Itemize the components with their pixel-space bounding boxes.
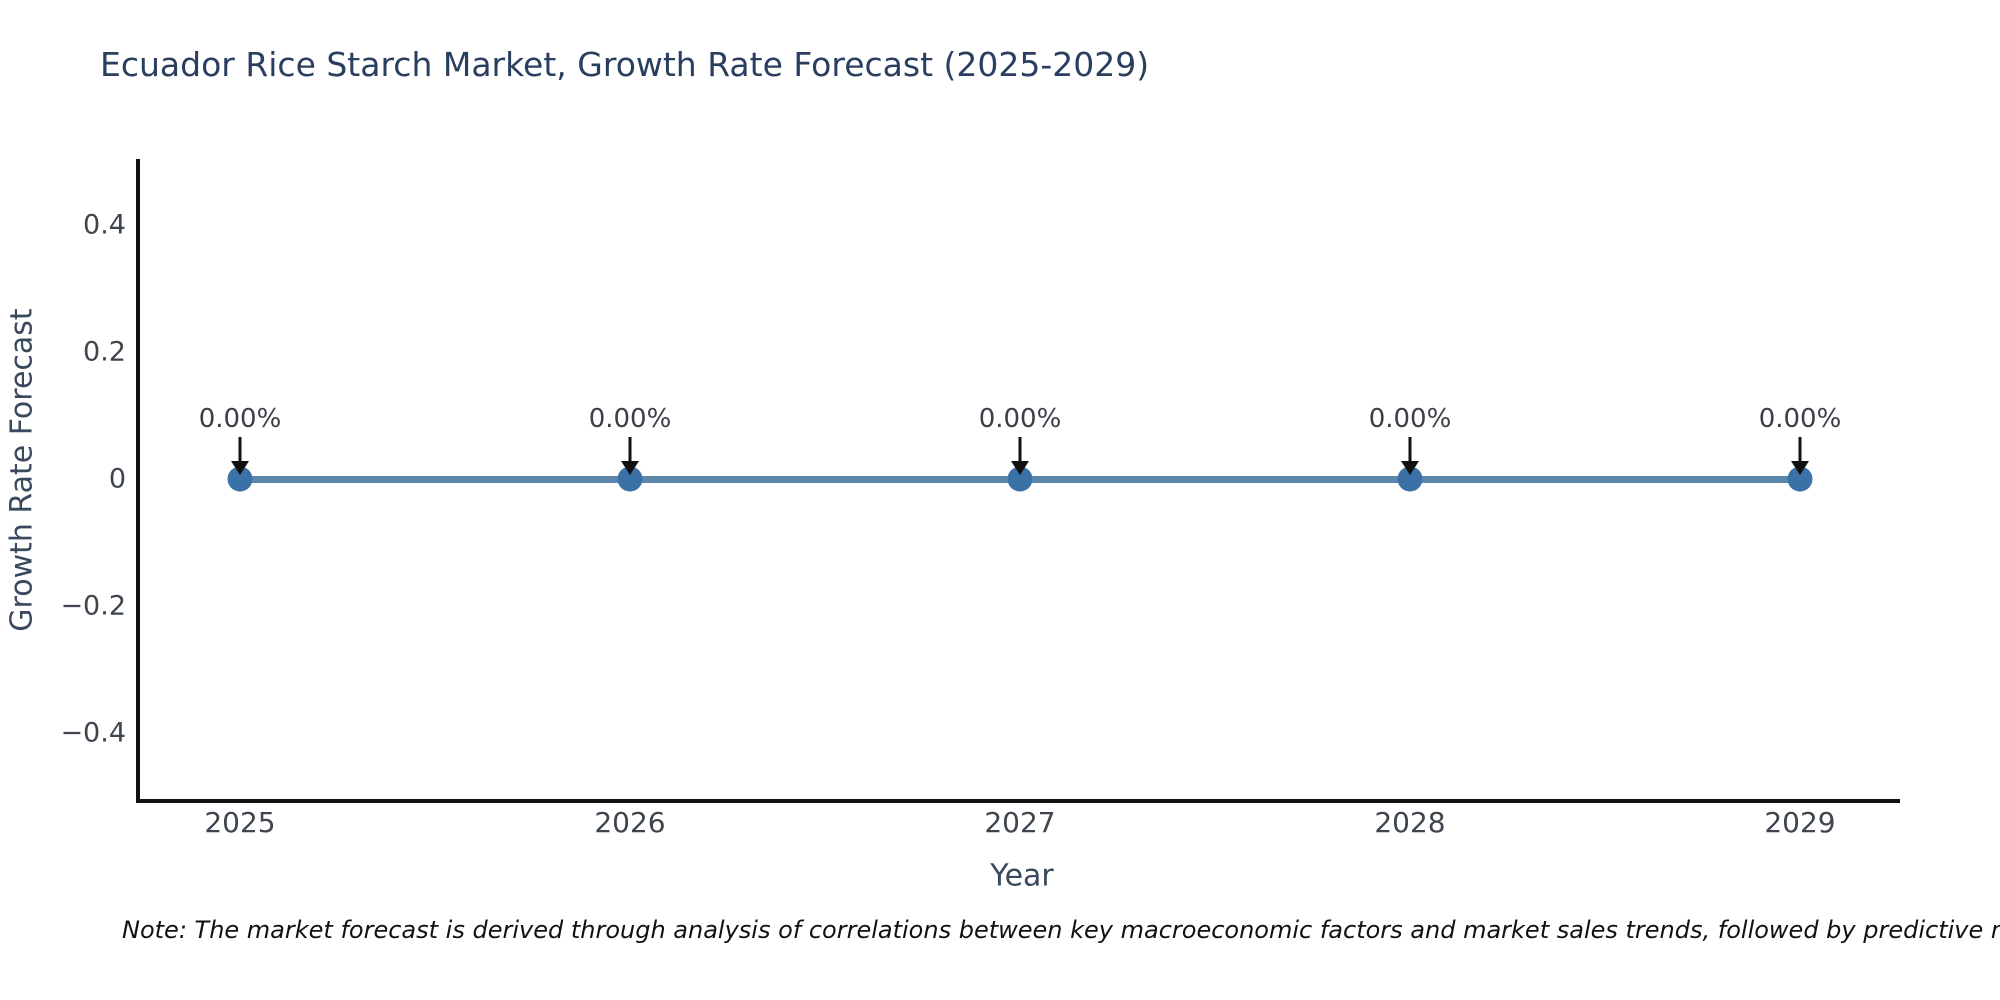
annotation-arrow-shaft bbox=[238, 437, 242, 463]
annotation-arrow-head bbox=[1401, 461, 1419, 475]
y-tick-label: 0.4 bbox=[83, 209, 126, 241]
y-tick-label: −0.4 bbox=[60, 717, 126, 749]
x-axis-line bbox=[136, 799, 1900, 803]
annotation-arrow-head bbox=[1791, 461, 1809, 475]
x-tick-label: 2025 bbox=[204, 806, 276, 839]
point-value-label: 0.00% bbox=[978, 404, 1062, 434]
annotation-arrow-shaft bbox=[1018, 437, 1022, 463]
x-tick-label: 2026 bbox=[594, 806, 666, 839]
chart-title: Ecuador Rice Starch Market, Growth Rate … bbox=[100, 45, 1150, 84]
y-axis-line bbox=[136, 159, 140, 803]
point-value-label: 0.00% bbox=[1368, 404, 1452, 434]
annotation-arrow-head bbox=[1011, 461, 1029, 475]
y-tick-label: 0.2 bbox=[83, 336, 126, 368]
x-tick-label: 2029 bbox=[1764, 806, 1836, 839]
annotation-arrow-head bbox=[231, 461, 249, 475]
x-tick-label: 2027 bbox=[984, 806, 1056, 839]
annotation-arrow-shaft bbox=[1798, 437, 1802, 463]
y-tick-label: −0.2 bbox=[60, 590, 126, 622]
x-tick-label: 2028 bbox=[1374, 806, 1446, 839]
point-value-label: 0.00% bbox=[588, 404, 672, 434]
annotation-arrow-head bbox=[621, 461, 639, 475]
x-axis-title: Year bbox=[990, 858, 1054, 894]
annotation-arrow-shaft bbox=[1408, 437, 1412, 463]
footnote: Note: The market forecast is derived thr… bbox=[122, 916, 2000, 944]
y-tick-label: 0 bbox=[108, 463, 126, 495]
annotation-arrow-shaft bbox=[628, 437, 632, 463]
y-axis-title: Growth Rate Forecast bbox=[4, 308, 40, 632]
point-value-label: 0.00% bbox=[1758, 404, 1842, 434]
point-value-label: 0.00% bbox=[198, 404, 282, 434]
